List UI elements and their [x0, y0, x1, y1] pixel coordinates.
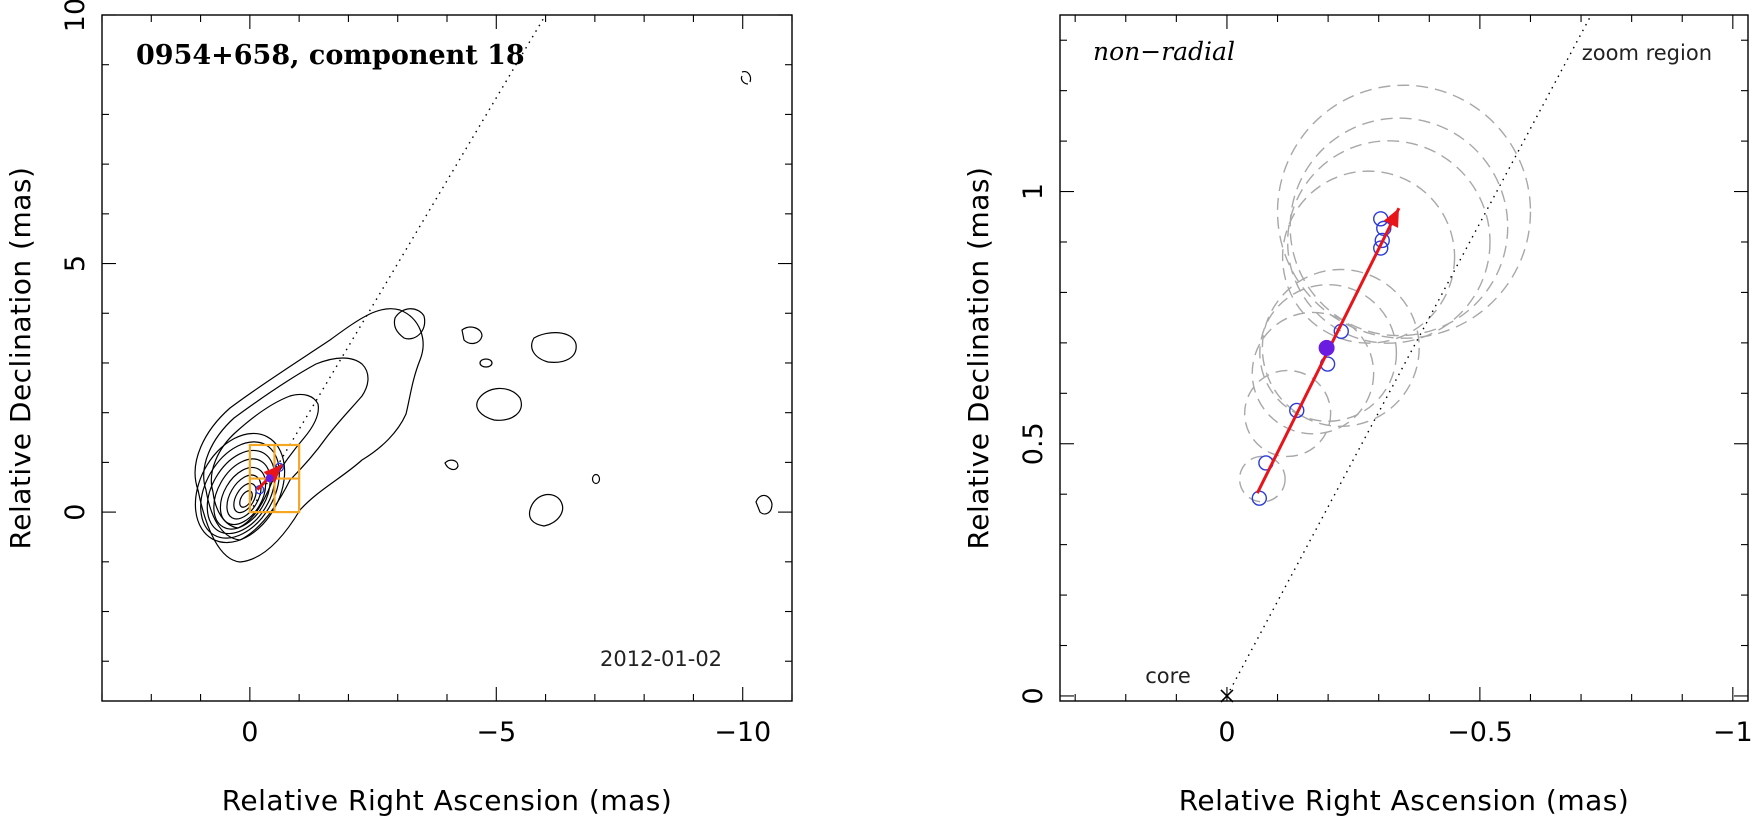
left-ylabel: Relative Declination (mas): [4, 167, 37, 550]
component-position: [1374, 232, 1390, 249]
uncertainty-circle: [1251, 311, 1375, 435]
contour-2: [203, 357, 369, 541]
right-plot-frame: [1059, 14, 1749, 702]
left-ticks: 0 −5 −10 0 5 10: [60, 0, 793, 748]
contour-6: [206, 449, 276, 535]
left-xlabel: Relative Right Ascension (mas): [222, 784, 673, 817]
uncertainty-circle: [1276, 84, 1532, 339]
left-filled-point: [265, 474, 274, 483]
non-radial-label: non−radial: [1093, 37, 1235, 66]
contour-8: [219, 466, 267, 526]
contour-blob-g: [528, 493, 564, 527]
right-ytick-label: 0: [1018, 687, 1049, 704]
right-ticks: 0 −0.5 −1 0 0.5 1: [1018, 15, 1753, 748]
right-xtick-label: 0: [1218, 717, 1235, 748]
left-ytick-label: 0: [60, 504, 91, 521]
contour-10: [233, 482, 257, 514]
contour-4: [194, 432, 286, 544]
component-position: [1373, 211, 1389, 227]
right-xtick-label: −1: [1713, 717, 1753, 748]
core-contour-set: [194, 308, 424, 563]
contour-blob-d: [479, 358, 493, 368]
left-contours: [194, 71, 773, 563]
left-title: 0954+658, component 18: [136, 40, 525, 71]
right-ytick-label: 1: [1018, 183, 1049, 200]
left-xtick-label: −10: [714, 717, 771, 748]
right-panel: 0 −0.5 −1 0 0.5 1 non−radial zoom region core…: [962, 14, 1753, 817]
component-position: [1373, 240, 1389, 256]
uncertainty-circles: [1238, 84, 1532, 503]
contour-blob-b: [461, 326, 483, 345]
filled-point: [1318, 339, 1335, 356]
right-ytick-label: 0.5: [1018, 422, 1049, 465]
right-jet-axis: [1226, 14, 1592, 697]
uncertainty-circle: [1289, 117, 1509, 337]
left-ytick-label: 5: [60, 255, 91, 272]
contour-blob-j: [740, 71, 752, 85]
uncertainty-circle: [1243, 369, 1332, 458]
uncertainty-circle: [1281, 170, 1456, 344]
left-xtick-label: −5: [476, 717, 516, 748]
right-xtick-label: −0.5: [1447, 717, 1513, 748]
zoom-region-label: zoom region: [1582, 41, 1712, 65]
right-ylabel: Relative Declination (mas): [962, 167, 995, 550]
core-marker: [1220, 689, 1234, 703]
contour-11: [239, 490, 253, 508]
uncertainty-circle: [1261, 268, 1420, 428]
left-component-marks: [255, 462, 285, 495]
contour-blob-e: [476, 387, 522, 421]
uncertainty-circle: [1238, 455, 1286, 503]
contour-blob-a: [393, 308, 426, 340]
core-label: core: [1145, 664, 1191, 688]
right-xlabel: Relative Right Ascension (mas): [1179, 784, 1630, 817]
left-jet-axis: [249, 14, 547, 513]
left-plot-frame: [101, 14, 793, 702]
fit-arrow-head: [1383, 208, 1399, 228]
contour-blob-c: [531, 332, 577, 363]
contour-1: [194, 308, 424, 563]
left-fit-arrow-head: [263, 464, 282, 484]
component-position: [1289, 402, 1305, 419]
left-ytick-label: 10: [60, 0, 91, 32]
left-panel: 0 −5 −10 0 5 10: [4, 0, 793, 817]
right-component-marks: [1220, 207, 1401, 703]
contour-7: [213, 458, 271, 530]
contour-blob-f: [444, 459, 459, 471]
uncertainty-circle: [1259, 283, 1398, 422]
left-xtick-label: 0: [241, 717, 258, 748]
contour-blob-h: [591, 473, 601, 485]
contour-9: [226, 474, 262, 520]
contour-blob-i: [755, 494, 773, 515]
epoch-label: 2012-01-02: [600, 647, 722, 671]
uncertainty-circle: [1286, 140, 1491, 344]
component-position: [1251, 490, 1268, 506]
